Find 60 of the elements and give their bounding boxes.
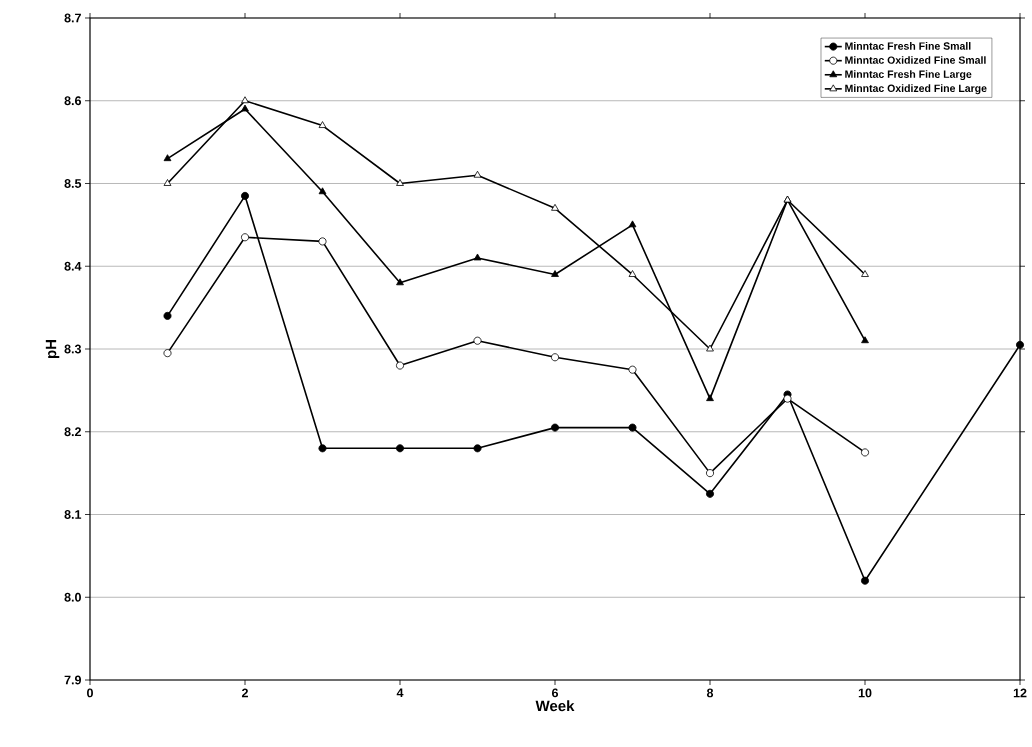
point	[473, 253, 482, 261]
y-tick-label: 8.3	[64, 344, 82, 354]
x-tick-label: 12	[1013, 688, 1027, 698]
point	[706, 344, 714, 352]
point	[1016, 340, 1025, 349]
point	[551, 203, 559, 211]
x-tick-label: 2	[241, 688, 248, 698]
point	[473, 170, 482, 178]
point	[628, 220, 637, 228]
y-tick-label: 8.5	[64, 179, 82, 188]
x-tick-label: 6	[551, 688, 559, 698]
y-tick-label: 8.2	[64, 427, 81, 437]
y-tick-label: 8.0	[64, 592, 81, 602]
point	[163, 349, 172, 358]
point	[396, 179, 404, 186]
point	[241, 191, 249, 200]
point	[396, 278, 404, 286]
legend-label: Minntac Fresh Fine Large	[845, 70, 972, 81]
point	[628, 270, 637, 277]
y-axis-title: pH	[45, 340, 60, 359]
point	[551, 423, 560, 432]
point	[783, 394, 792, 403]
point	[628, 365, 637, 374]
y-tick-label: 8.6	[64, 96, 82, 106]
point	[551, 353, 560, 362]
point	[396, 361, 405, 370]
point	[706, 394, 714, 402]
legend-label: Minntac Oxidized Fine Small	[845, 56, 986, 64]
y-tick-label: 8.4	[64, 261, 82, 271]
x-axis-title: Week	[535, 700, 575, 712]
point	[706, 489, 715, 498]
point	[163, 154, 172, 162]
point	[318, 237, 327, 246]
y-tick-label: 8.1	[64, 510, 82, 519]
point	[551, 270, 559, 277]
point	[241, 96, 249, 104]
point	[861, 270, 869, 277]
point	[628, 423, 637, 432]
x-tick-label: 0	[87, 688, 93, 698]
point	[241, 104, 249, 112]
point	[163, 179, 172, 186]
point	[473, 444, 482, 453]
point	[241, 233, 249, 242]
point	[163, 311, 172, 320]
point	[861, 448, 870, 457]
point	[706, 469, 715, 478]
legend-label: Minntac Fresh Fine Small	[845, 42, 971, 50]
point	[318, 187, 327, 195]
x-tick-label: 4	[396, 688, 404, 698]
x-tick-label: 10	[858, 688, 872, 698]
y-tick-label: 7.9	[64, 675, 82, 685]
point	[861, 336, 869, 344]
point	[396, 444, 405, 453]
point	[318, 121, 327, 128]
legend-label: Minntac Oxidized Fine Large	[845, 84, 987, 95]
x-tick-label: 8	[706, 688, 714, 698]
point	[318, 444, 327, 453]
point	[473, 336, 482, 345]
y-tick-label: 8.7	[64, 13, 81, 23]
point	[861, 576, 870, 585]
